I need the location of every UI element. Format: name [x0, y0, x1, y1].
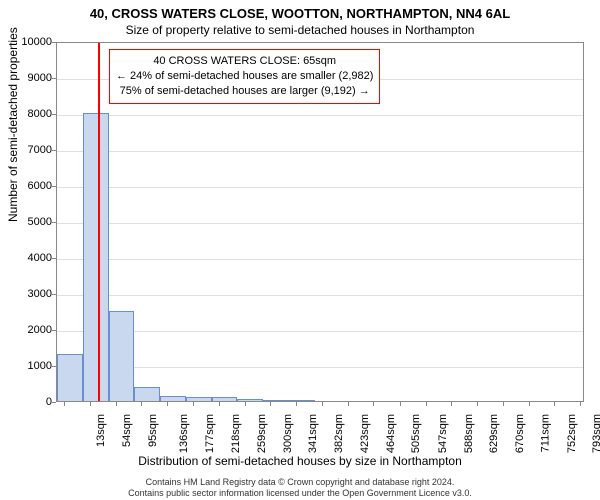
xtick-label: 218sqm — [230, 414, 242, 453]
ytick-mark — [52, 114, 56, 115]
ytick-label: 9000 — [2, 72, 52, 84]
ytick-mark — [52, 258, 56, 259]
xtick-label: 136sqm — [179, 414, 191, 453]
xtick-label: 752sqm — [566, 414, 578, 453]
xtick-mark — [373, 402, 374, 406]
ytick-label: 10000 — [2, 36, 52, 48]
xtick-label: 547sqm — [437, 414, 449, 453]
reference-line — [98, 43, 100, 401]
ytick-mark — [52, 294, 56, 295]
ytick-label: 7000 — [2, 144, 52, 156]
footer-line2: Contains public sector information licen… — [0, 488, 600, 499]
xtick-label: 793sqm — [592, 414, 600, 453]
chart-container: 40, CROSS WATERS CLOSE, WOOTTON, NORTHAM… — [0, 0, 600, 500]
grid-line — [57, 223, 583, 224]
plot-area: 40 CROSS WATERS CLOSE: 65sqm ← 24% of se… — [56, 42, 584, 402]
ytick-label: 6000 — [2, 180, 52, 192]
xtick-mark — [400, 402, 401, 406]
ytick-label: 0 — [2, 396, 52, 408]
histogram-bar — [289, 400, 315, 401]
grid-line — [57, 331, 583, 332]
grid-line — [57, 259, 583, 260]
xtick-label: 423sqm — [359, 414, 371, 453]
histogram-bar — [134, 387, 160, 401]
xtick-label: 464sqm — [385, 414, 397, 453]
annotation-line1: 40 CROSS WATERS CLOSE: 65sqm — [116, 54, 373, 69]
xtick-label: 177sqm — [204, 414, 216, 453]
ytick-mark — [52, 78, 56, 79]
histogram-bar — [160, 396, 186, 401]
xtick-mark — [529, 402, 530, 406]
xtick-mark — [167, 402, 168, 406]
xtick-mark — [503, 402, 504, 406]
histogram-bar — [186, 397, 212, 401]
xtick-mark — [322, 402, 323, 406]
xtick-mark — [219, 402, 220, 406]
ytick-mark — [52, 186, 56, 187]
xtick-label: 95sqm — [147, 414, 159, 447]
x-axis-label: Distribution of semi-detached houses by … — [0, 454, 600, 468]
xtick-mark — [193, 402, 194, 406]
ytick-mark — [52, 222, 56, 223]
annotation-line3: 75% of semi-detached houses are larger (… — [116, 84, 373, 99]
ytick-label: 4000 — [2, 252, 52, 264]
grid-line — [57, 187, 583, 188]
xtick-mark — [141, 402, 142, 406]
xtick-label: 588sqm — [463, 414, 475, 453]
plot-wrap: 40 CROSS WATERS CLOSE: 65sqm ← 24% of se… — [56, 42, 584, 402]
grid-line — [57, 367, 583, 368]
xtick-label: 13sqm — [95, 414, 107, 447]
y-axis-label: Number of semi-detached properties — [6, 27, 20, 222]
ytick-mark — [52, 150, 56, 151]
xtick-mark — [451, 402, 452, 406]
ytick-label: 2000 — [2, 324, 52, 336]
chart-title-line1: 40, CROSS WATERS CLOSE, WOOTTON, NORTHAM… — [0, 0, 600, 21]
xtick-label: 629sqm — [489, 414, 501, 453]
ytick-mark — [52, 330, 56, 331]
xtick-label: 259sqm — [256, 414, 268, 453]
annotation-line2: ← 24% of semi-detached houses are smalle… — [116, 69, 373, 84]
xtick-label: 505sqm — [411, 414, 423, 453]
ytick-mark — [52, 402, 56, 403]
xtick-mark — [426, 402, 427, 406]
footer: Contains HM Land Registry data © Crown c… — [0, 477, 600, 499]
annotation-box: 40 CROSS WATERS CLOSE: 65sqm ← 24% of se… — [109, 49, 380, 104]
grid-line — [57, 115, 583, 116]
xtick-label: 670sqm — [514, 414, 526, 453]
xtick-mark — [348, 402, 349, 406]
xtick-label: 382sqm — [333, 414, 345, 453]
xtick-mark — [116, 402, 117, 406]
histogram-bar — [83, 113, 109, 401]
histogram-bar — [263, 400, 289, 401]
xtick-label: 341sqm — [307, 414, 319, 453]
xtick-label: 711sqm — [539, 414, 551, 452]
ytick-label: 5000 — [2, 216, 52, 228]
histogram-bar — [237, 399, 263, 401]
xtick-mark — [296, 402, 297, 406]
ytick-label: 3000 — [2, 288, 52, 300]
ytick-label: 8000 — [2, 108, 52, 120]
xtick-label: 54sqm — [121, 414, 133, 447]
histogram-bar — [109, 311, 135, 401]
xtick-mark — [580, 402, 581, 406]
xtick-mark — [554, 402, 555, 406]
xtick-mark — [270, 402, 271, 406]
grid-line — [57, 295, 583, 296]
xtick-mark — [477, 402, 478, 406]
histogram-bar — [212, 397, 238, 401]
xtick-label: 300sqm — [282, 414, 294, 453]
chart-title-line2: Size of property relative to semi-detach… — [0, 21, 600, 37]
xtick-mark — [245, 402, 246, 406]
ytick-mark — [52, 42, 56, 43]
ytick-mark — [52, 366, 56, 367]
histogram-bar — [57, 354, 83, 401]
grid-line — [57, 151, 583, 152]
xtick-mark — [64, 402, 65, 406]
ytick-label: 1000 — [2, 360, 52, 372]
footer-line1: Contains HM Land Registry data © Crown c… — [0, 477, 600, 488]
xtick-mark — [90, 402, 91, 406]
